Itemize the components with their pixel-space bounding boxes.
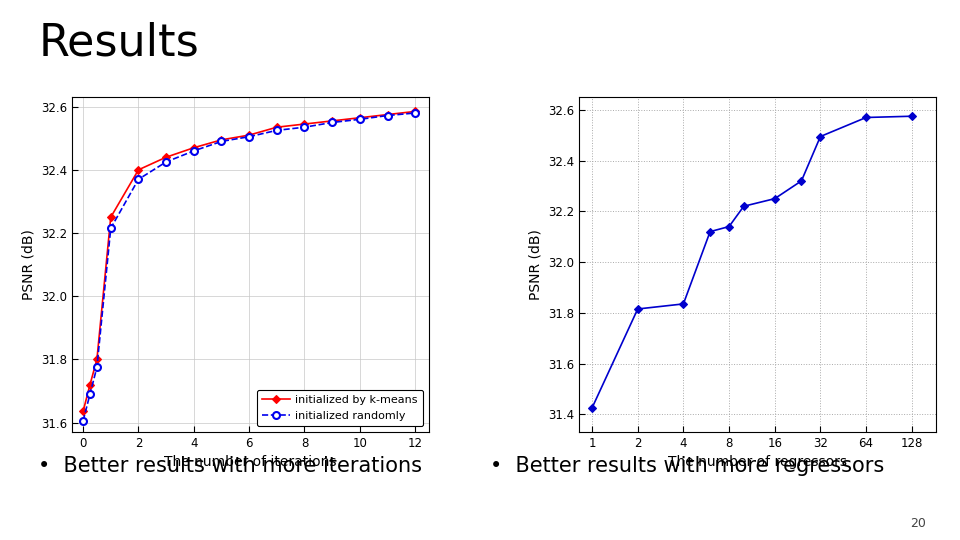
initialized by k-means [105,214,116,220]
initialized randomly [91,364,103,370]
initialized by k-means [409,108,420,114]
initialized randomly [271,127,282,133]
Text: •  Better results with more regressors: • Better results with more regressors [490,456,884,476]
initialized randomly [216,138,228,145]
initialized by k-means [132,167,144,173]
Text: •  Better results with more iterations: • Better results with more iterations [38,456,422,476]
initialized by k-means [216,137,228,143]
initialized by k-means [326,118,338,124]
initialized randomly [326,119,338,126]
Y-axis label: PSNR (dB): PSNR (dB) [528,229,542,300]
initialized randomly [409,110,420,116]
initialized randomly [354,116,366,123]
initialized randomly [105,225,116,232]
initialized by k-means [271,124,282,131]
Legend: initialized by k-means, initialized randomly: initialized by k-means, initialized rand… [256,390,423,427]
initialized by k-means [160,154,172,160]
initialized randomly [132,176,144,183]
Y-axis label: PSNR (dB): PSNR (dB) [21,229,36,300]
X-axis label: The number of regressors: The number of regressors [668,455,847,469]
initialized by k-means [382,111,394,118]
initialized by k-means [244,132,255,138]
initialized randomly [299,124,310,131]
initialized by k-means [299,121,310,127]
Text: 20: 20 [910,517,926,530]
initialized randomly [382,112,394,119]
Text: Results: Results [38,22,199,65]
initialized randomly [160,159,172,165]
initialized randomly [244,133,255,140]
Line: initialized by k-means: initialized by k-means [80,109,419,415]
initialized by k-means [91,356,103,362]
Line: initialized randomly: initialized randomly [80,110,419,424]
initialized randomly [84,391,96,397]
initialized randomly [78,418,89,424]
initialized by k-means [78,408,89,415]
X-axis label: The number of iterations: The number of iterations [164,455,337,469]
initialized by k-means [84,381,96,388]
initialized by k-means [188,145,200,151]
initialized randomly [188,147,200,154]
initialized by k-means [354,114,366,121]
